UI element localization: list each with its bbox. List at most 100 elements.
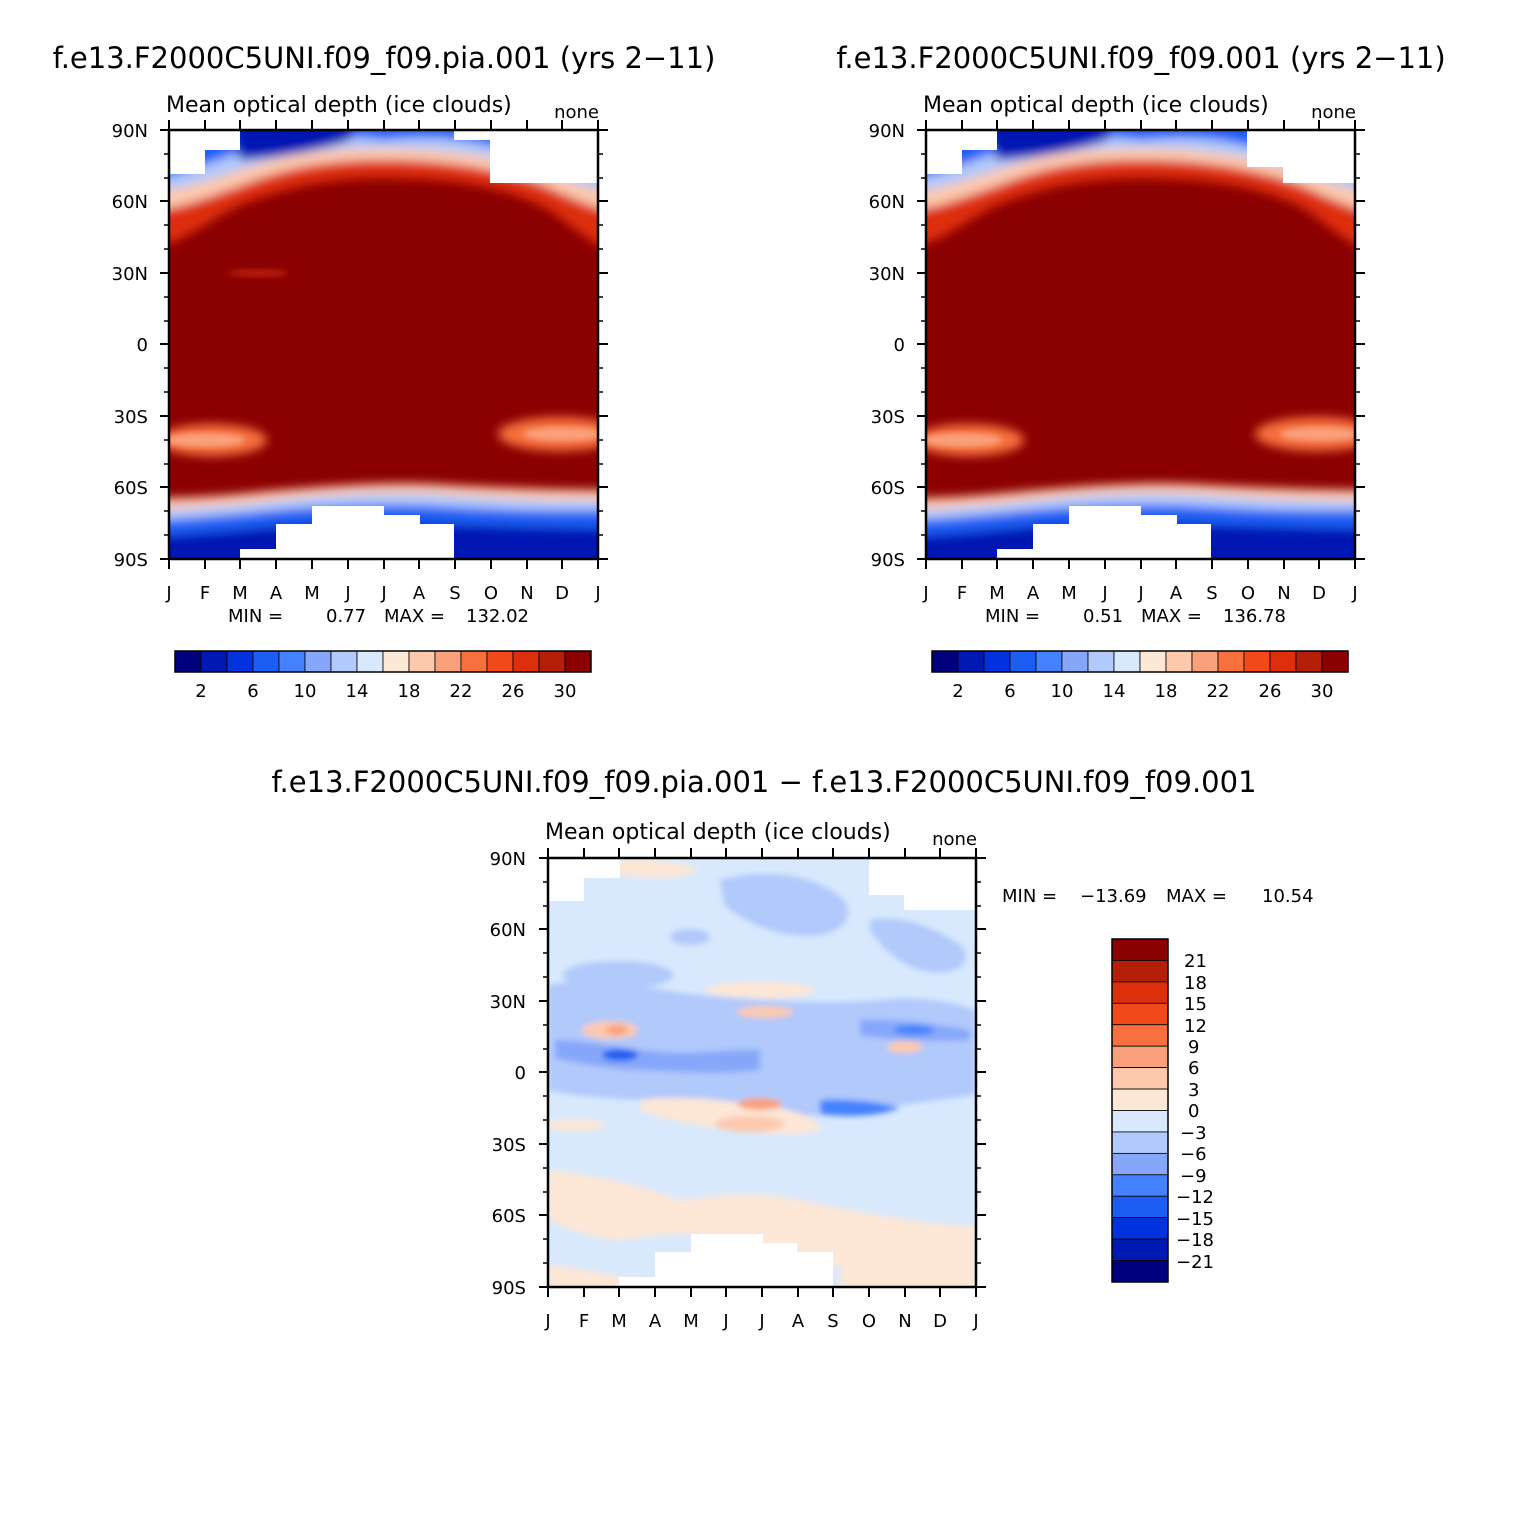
y-tick-label: 90S [492,1278,526,1299]
max-value: 10.54 [1262,886,1314,907]
y-tick-label: 60S [492,1206,526,1227]
x-tick-label: M [1061,583,1077,604]
x-tick-label: J [922,583,928,604]
colorbar-swatch [1113,650,1141,673]
min-max-readout: MIN = 0.51 MAX = 136.78 [985,606,1286,627]
colorbar-swatch [1111,938,1169,961]
colorbar-swatch [564,650,592,673]
colorbar-swatch [1217,650,1245,673]
x-tick-label: A [270,583,283,604]
colorbar-swatch [252,650,280,673]
colorbar-label: −18 [1176,1230,1214,1251]
x-tick-label: J [380,583,386,604]
min-label: MIN = [1002,886,1057,907]
colorbar-swatch [1111,1195,1169,1219]
panel-subtitle: Mean optical depth (ice clouds) [923,93,1269,118]
frame-and-ticks [917,120,1365,569]
colorbar-swatch [434,650,462,673]
frame-and-ticks [160,120,608,569]
colorbar-swatch [1321,650,1349,673]
x-tick-label: M [304,583,320,604]
x-tick-label: J [1101,583,1107,604]
min-value: −13.69 [1080,886,1147,907]
max-label: MAX = [384,606,445,627]
colorbar-label: 26 [1259,681,1282,702]
colorbar-label: 26 [502,681,525,702]
x-tick-label: S [827,1311,838,1332]
colorbar-label: 6 [1004,681,1015,702]
x-tick-label: F [200,583,210,604]
y-tick-label: 30S [871,407,905,428]
y-tick-label: 30S [492,1135,526,1156]
contour-field [548,858,976,1287]
colorbar-swatch [408,650,436,673]
min-max-readout: MIN = −13.69 MAX = 10.54 [1002,886,1314,907]
contour-field [926,130,1355,559]
colorbar: 2 6 10 14 18 22 26 30 [174,650,592,702]
min-value: 0.77 [326,606,366,627]
max-value: 132.02 [466,606,529,627]
colorbar-label: −9 [1180,1166,1207,1187]
colorbar-swatch [1139,650,1167,673]
x-axis-labels: J F M A M J J A S O N D J [922,583,1357,604]
colorbar-swatch [1111,1067,1169,1090]
y-axis-labels: 90N 60N 30N 0 30S 60S 90S [869,121,905,571]
frame-and-ticks [539,848,986,1297]
x-tick-label: D [933,1311,947,1332]
min-value: 0.51 [1083,606,1123,627]
x-tick-label: J [972,1311,978,1332]
x-tick-label: M [232,583,248,604]
colorbar-label: 30 [1311,681,1334,702]
y-tick-label: 90N [112,121,148,142]
colorbar-swatch [382,650,410,673]
x-tick-label: J [1137,583,1143,604]
x-tick-label: A [413,583,426,604]
colorbar-label: 3 [1188,1080,1199,1101]
colorbar-swatches [174,650,592,673]
y-tick-label: 0 [137,335,148,356]
colorbar-swatch [1111,960,1169,983]
x-tick-label: D [555,583,569,604]
panel-difference: f.e13.F2000C5UNI.f09_f09.pia.001 − f.e13… [271,765,1313,1332]
x-tick-label: J [594,583,600,604]
y-tick-label: 60S [871,478,905,499]
colorbar-swatch [1111,1002,1169,1026]
contour-field [169,130,598,559]
x-tick-label: J [758,1311,764,1332]
min-max-readout: MIN = 0.77 MAX = 132.02 [228,606,529,627]
colorbar-swatch [304,650,332,673]
y-tick-label: 60N [869,192,905,213]
x-tick-label: A [1170,583,1183,604]
colorbar-label: 22 [450,681,473,702]
colorbar-swatch [1111,1260,1169,1283]
x-tick-label: O [484,583,498,604]
colorbar-swatch [1035,650,1063,673]
colorbar-swatches [931,650,1349,673]
colorbar-swatch [1111,1088,1169,1111]
colorbar-swatch [1111,981,1169,1004]
colorbar-label: 15 [1184,994,1207,1015]
min-label: MIN = [985,606,1040,627]
colorbar-swatch [330,650,358,673]
y-tick-label: 60N [490,920,526,941]
colorbar-label: 18 [398,681,421,702]
y-tick-label: 90S [871,550,905,571]
y-tick-label: 90N [869,121,905,142]
colorbar-label: 14 [346,681,369,702]
colorbar-label: 10 [294,681,317,702]
colorbar-label: 21 [1184,951,1207,972]
colorbar-label: 12 [1184,1016,1207,1037]
colorbar-swatch [1111,1238,1169,1261]
colorbar-label: 2 [952,681,963,702]
x-tick-label: J [344,583,350,604]
colorbar-swatch [460,650,488,673]
colorbar: 21 18 15 12 9 6 3 0 −3 −6 −9 −12 −15 −18… [1111,938,1214,1283]
colorbar-swatch [1165,650,1193,673]
colorbar-label: −6 [1180,1144,1207,1165]
corner-label: none [554,102,599,123]
colorbar-label: −3 [1180,1123,1207,1144]
y-tick-label: 60N [112,192,148,213]
colorbar-swatch [931,650,959,673]
y-axis-labels: 90N 60N 30N 0 30S 60S 90S [112,121,148,571]
y-tick-label: 90S [114,550,148,571]
